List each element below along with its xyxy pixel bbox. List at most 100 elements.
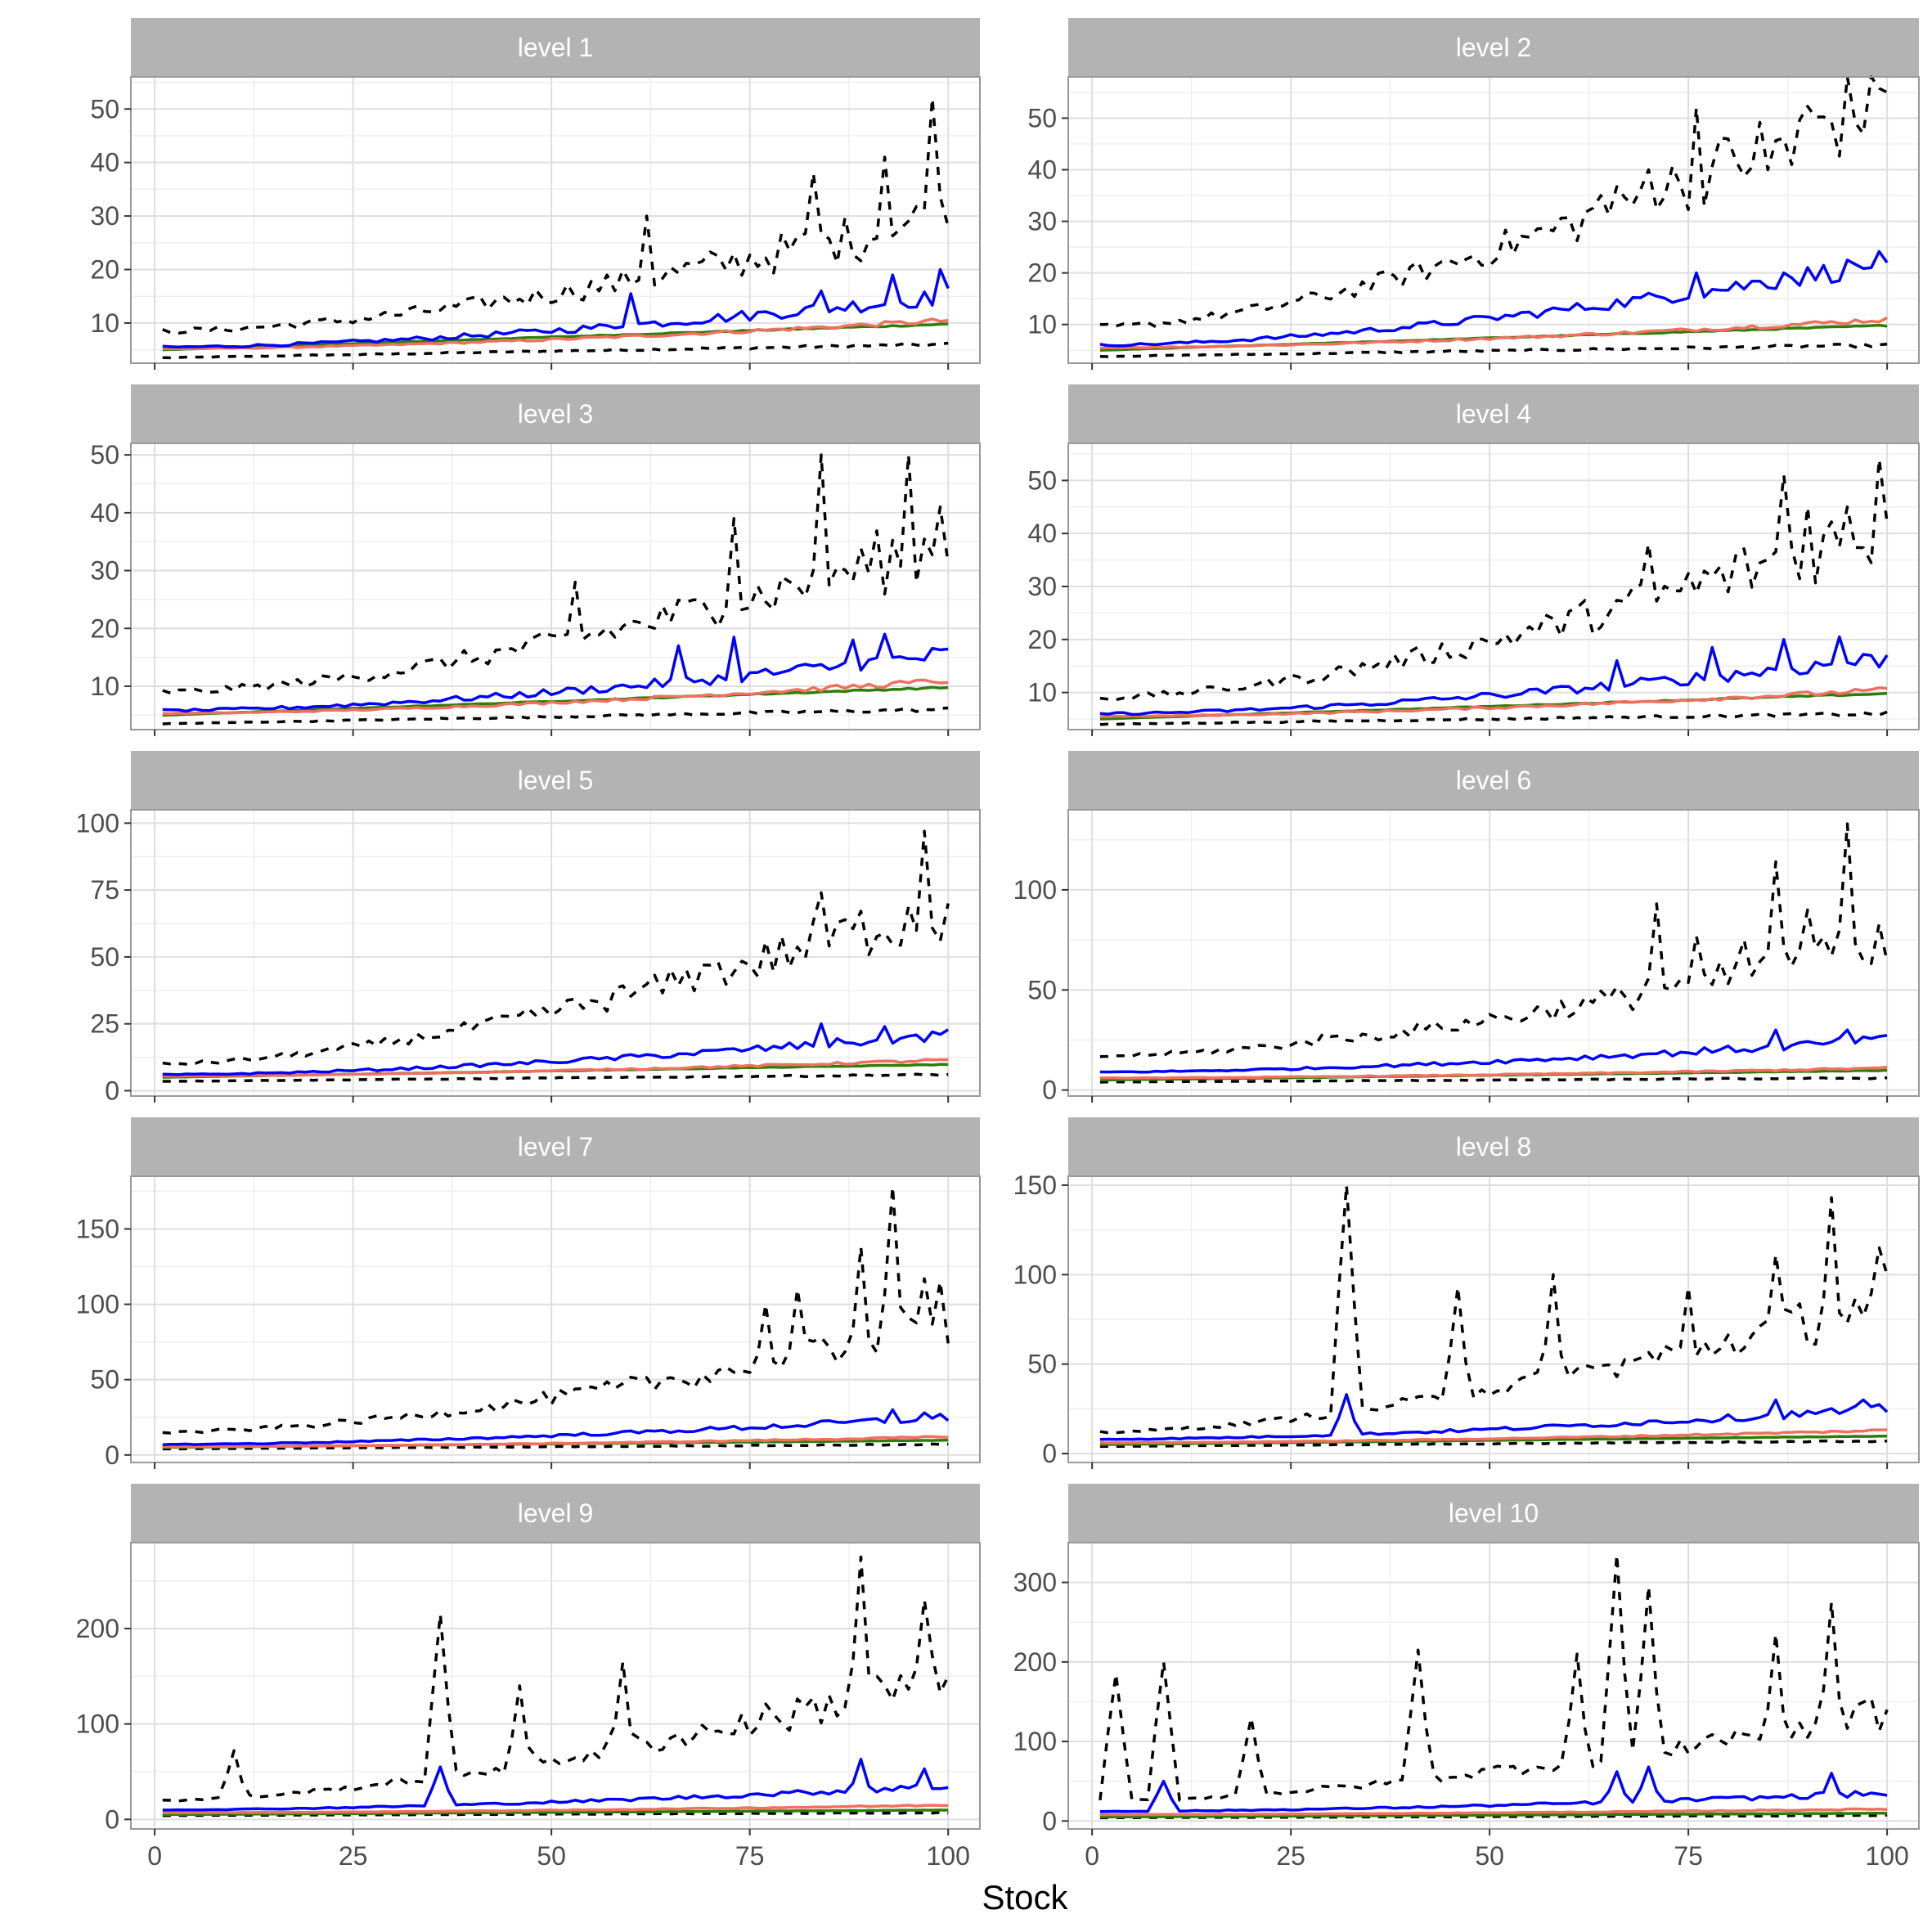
facet-strip-label: level 1 [518, 33, 594, 62]
y-tick-label: 50 [1027, 465, 1057, 495]
series-lower-line [162, 706, 949, 726]
x-tick-label: 50 [1475, 1841, 1504, 1871]
facet-panel-7: level 7 0 50 100 150 [76, 1117, 981, 1470]
series-lower-line [162, 1442, 949, 1451]
y-tick-label: 10 [1027, 678, 1057, 708]
y-tick-label: 0 [105, 1440, 119, 1470]
series-salmon-line [162, 1058, 949, 1078]
facet-strip [131, 1484, 980, 1543]
x-tick-label: 50 [537, 1841, 566, 1871]
panel-border [1067, 76, 1920, 364]
series-blue-line [1099, 1393, 1889, 1441]
x-tick-label: 25 [1276, 1841, 1305, 1871]
facet-strip-label: level 5 [518, 766, 594, 795]
y-tick-label: 30 [1027, 572, 1057, 601]
series-blue-line [162, 1758, 949, 1812]
series-salmon-line [162, 317, 949, 351]
facet-strip [131, 384, 980, 443]
series-salmon-line [162, 1804, 949, 1814]
y-tick-label: 30 [90, 556, 119, 586]
facet-strip [1068, 1117, 1919, 1176]
y-tick-label: 50 [90, 942, 119, 972]
y-tick-label: 300 [1013, 1568, 1057, 1597]
x-tick-label: 0 [1085, 1841, 1099, 1871]
x-tick-label: 100 [1865, 1841, 1908, 1871]
panel-border [1067, 1175, 1920, 1463]
series-green-line [162, 1808, 949, 1817]
y-tick-label: 150 [1013, 1170, 1057, 1200]
series-lower-line [1099, 1076, 1888, 1084]
y-tick-label: 100 [1013, 875, 1057, 905]
facet-strip-label: level 3 [518, 399, 594, 429]
facet-strip [131, 18, 980, 77]
y-tick-label: 0 [1042, 1806, 1057, 1835]
series-upper-line [1099, 1552, 1889, 1802]
y-tick-label: 30 [1027, 207, 1057, 236]
series-upper-line [1099, 457, 1889, 702]
series-upper-line [1099, 75, 1888, 329]
facet-panel-10: level 10 0 100 200 300 0 25 50 75 100 [1013, 1484, 1920, 1871]
facet-panel-3: level 3 10 20 30 40 50 [90, 384, 981, 736]
y-tick-label: 50 [90, 1365, 119, 1395]
y-tick-label: 50 [1027, 1350, 1057, 1379]
y-tick-label: 10 [1027, 310, 1057, 339]
panel-border [130, 76, 981, 364]
panel-border [130, 1542, 981, 1830]
series-upper-line [162, 1555, 950, 1803]
y-tick-label: 40 [1027, 519, 1057, 548]
series-blue-line [162, 632, 949, 713]
y-tick-label: 100 [1013, 1260, 1057, 1289]
facet-strip-label: level 2 [1456, 33, 1532, 62]
series-blue-line [162, 1408, 950, 1447]
x-tick-label: 0 [147, 1841, 162, 1871]
y-tick-label: 100 [76, 1290, 119, 1319]
x-tick-label: 25 [339, 1841, 368, 1871]
panel-border [1067, 809, 1920, 1097]
y-tick-label: 40 [90, 148, 119, 177]
y-tick-label: 50 [1027, 103, 1057, 133]
y-tick-label: 0 [1042, 1439, 1057, 1468]
panel-border [130, 1175, 981, 1463]
series-upper-line [162, 97, 950, 335]
series-lower-line [1099, 1439, 1888, 1449]
series-blue-line [1099, 1765, 1888, 1813]
y-tick-label: 10 [90, 672, 119, 701]
facet-strip [1068, 18, 1919, 77]
facet-strip-label: level 6 [1456, 766, 1532, 795]
y-tick-label: 0 [105, 1804, 119, 1834]
y-tick-label: 100 [76, 808, 119, 838]
y-tick-label: 100 [76, 1710, 119, 1739]
series-salmon-line [1099, 1065, 1888, 1080]
x-tick-label: 100 [927, 1841, 970, 1871]
y-tick-label: 50 [1027, 975, 1057, 1004]
panel-border [1067, 1542, 1920, 1830]
y-tick-label: 20 [90, 255, 119, 285]
series-lower-line [162, 341, 949, 360]
series-lower-line [1099, 710, 1888, 726]
y-tick-label: 200 [76, 1614, 119, 1643]
series-lower-line [1099, 342, 1888, 358]
facet-strip [131, 1117, 980, 1176]
facet-strip-label: level 7 [518, 1132, 594, 1161]
y-tick-label: 40 [90, 498, 119, 528]
y-tick-label: 200 [1013, 1647, 1057, 1677]
series-salmon-line [1099, 316, 1888, 350]
series-salmon-line [1099, 1807, 1888, 1817]
x-axis-title: Stock [982, 1878, 1068, 1916]
series-salmon-line [162, 1435, 949, 1449]
y-tick-label: 20 [1027, 625, 1057, 654]
y-tick-label: 40 [1027, 155, 1057, 185]
facet-strip-label: level 9 [518, 1498, 594, 1528]
panel-border [130, 809, 981, 1097]
facet-strip-label: level 10 [1449, 1498, 1539, 1528]
series-blue-line [162, 267, 950, 349]
series-salmon-line [162, 678, 949, 716]
y-tick-label: 30 [90, 201, 119, 231]
series-upper-line [162, 453, 950, 695]
facet-strip [1068, 384, 1919, 443]
series-salmon-line [1099, 686, 1888, 718]
panel-border [130, 443, 981, 730]
facet-panel-9: level 9 0 100 200 0 25 50 75 100 [76, 1484, 981, 1871]
facet-strip-label: level 8 [1456, 1132, 1532, 1161]
